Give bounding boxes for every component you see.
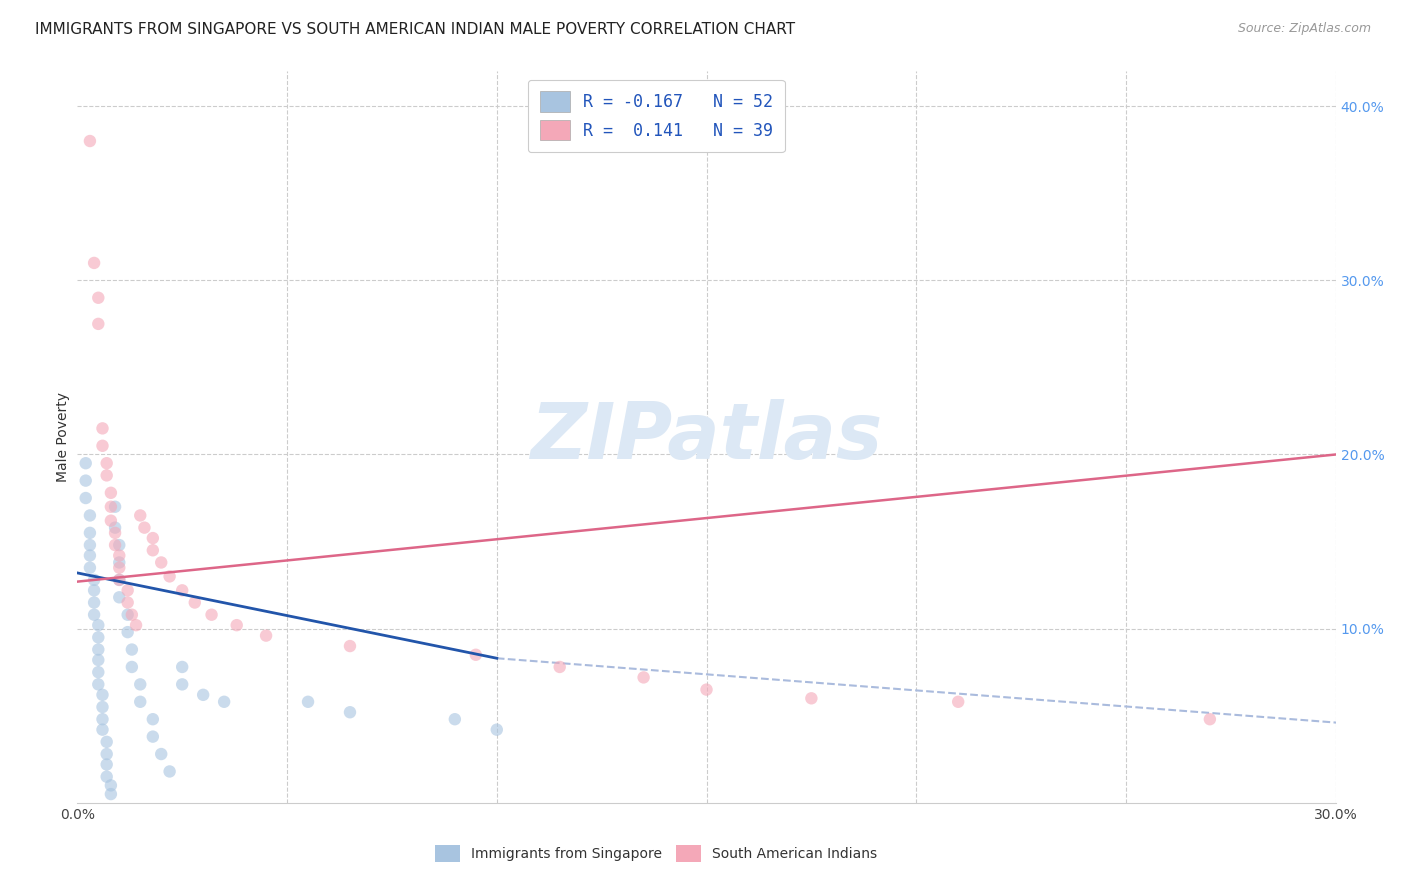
Point — [108, 549, 131, 563]
Point — [100, 514, 122, 528]
Point — [117, 583, 139, 598]
Point — [87, 665, 110, 680]
Text: IMMIGRANTS FROM SINGAPORE VS SOUTH AMERICAN INDIAN MALE POVERTY CORRELATION CHAR: IMMIGRANTS FROM SINGAPORE VS SOUTH AMERI… — [35, 22, 796, 37]
Point — [172, 677, 194, 691]
Point — [125, 618, 148, 632]
Point — [91, 712, 114, 726]
Point — [172, 583, 194, 598]
Point — [96, 770, 118, 784]
Point — [150, 747, 173, 761]
Point — [83, 256, 105, 270]
Point — [225, 618, 247, 632]
Point — [633, 670, 655, 684]
Point — [696, 682, 718, 697]
Point — [129, 508, 152, 523]
Point — [117, 607, 139, 622]
Point — [108, 591, 131, 605]
Point — [104, 500, 127, 514]
Point — [142, 543, 165, 558]
Point — [150, 556, 173, 570]
Point — [83, 595, 105, 609]
Point — [1199, 712, 1222, 726]
Point — [91, 723, 114, 737]
Point — [172, 660, 194, 674]
Point — [75, 474, 97, 488]
Point — [75, 456, 97, 470]
Point — [100, 778, 122, 792]
Point — [184, 595, 207, 609]
Point — [444, 712, 467, 726]
Text: Source: ZipAtlas.com: Source: ZipAtlas.com — [1237, 22, 1371, 36]
Point — [96, 747, 118, 761]
Point — [212, 695, 235, 709]
Point — [108, 573, 131, 587]
Point — [96, 456, 118, 470]
Point — [91, 421, 114, 435]
Point — [142, 531, 165, 545]
Point — [142, 712, 165, 726]
Point — [548, 660, 571, 674]
Point — [87, 291, 110, 305]
Point — [79, 508, 101, 523]
Point — [96, 757, 118, 772]
Point — [464, 648, 486, 662]
Point — [83, 573, 105, 587]
Point — [100, 485, 122, 500]
Point — [485, 723, 508, 737]
Point — [159, 764, 181, 779]
Point — [87, 653, 110, 667]
Point — [117, 595, 139, 609]
Point — [142, 730, 165, 744]
Point — [108, 556, 131, 570]
Point — [87, 618, 110, 632]
Y-axis label: Male Poverty: Male Poverty — [56, 392, 70, 482]
Point — [297, 695, 319, 709]
Point — [104, 525, 127, 540]
Point — [121, 607, 143, 622]
Point — [104, 538, 127, 552]
Point — [129, 695, 152, 709]
Point — [87, 317, 110, 331]
Point — [800, 691, 823, 706]
Point — [159, 569, 181, 583]
Point — [948, 695, 970, 709]
Point — [108, 573, 131, 587]
Point — [100, 500, 122, 514]
Legend: Immigrants from Singapore, South American Indians: Immigrants from Singapore, South America… — [427, 838, 884, 869]
Point — [339, 705, 361, 719]
Point — [79, 525, 101, 540]
Point — [87, 631, 110, 645]
Point — [104, 521, 127, 535]
Point — [121, 642, 143, 657]
Point — [191, 688, 215, 702]
Point — [100, 787, 122, 801]
Point — [134, 521, 156, 535]
Point — [121, 660, 143, 674]
Text: ZIPatlas: ZIPatlas — [530, 399, 883, 475]
Point — [254, 629, 277, 643]
Point — [96, 735, 118, 749]
Point — [83, 583, 105, 598]
Point — [117, 625, 139, 640]
Point — [87, 677, 110, 691]
Point — [339, 639, 361, 653]
Point — [91, 700, 114, 714]
Point — [96, 468, 118, 483]
Point — [75, 491, 97, 505]
Point — [79, 560, 101, 574]
Point — [87, 642, 110, 657]
Point — [129, 677, 152, 691]
Point — [200, 607, 222, 622]
Point — [108, 560, 131, 574]
Point — [79, 134, 101, 148]
Point — [91, 439, 114, 453]
Point — [91, 688, 114, 702]
Point — [108, 538, 131, 552]
Point — [79, 538, 101, 552]
Point — [79, 549, 101, 563]
Point — [83, 607, 105, 622]
